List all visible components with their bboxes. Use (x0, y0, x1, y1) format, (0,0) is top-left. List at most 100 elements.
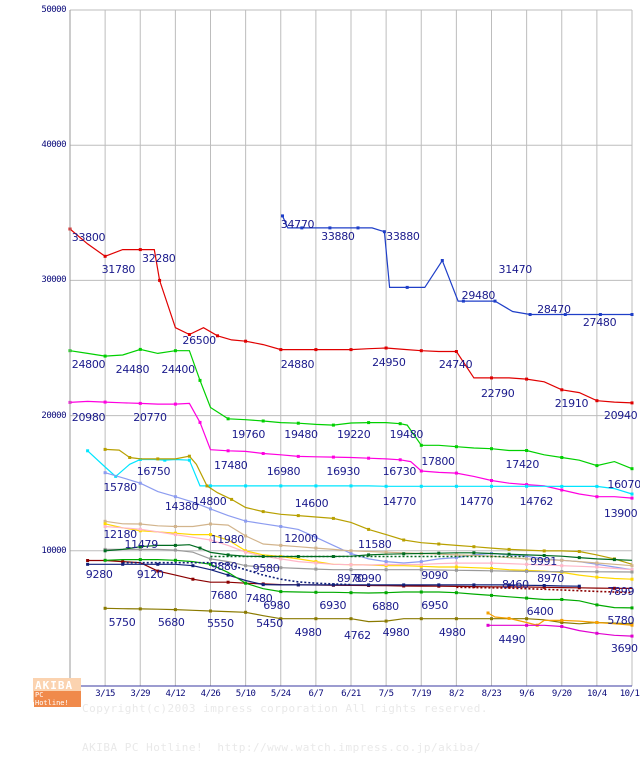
series-point (244, 550, 248, 554)
data-point-label: 8970 (336, 571, 364, 585)
series-point (349, 348, 353, 352)
series-point (630, 313, 634, 316)
series-point (367, 553, 371, 557)
series-point (138, 527, 142, 531)
series-point (525, 623, 529, 627)
x-axis-tick-label: 4/12 (165, 689, 186, 699)
series-point (525, 484, 529, 488)
series-point (490, 593, 493, 597)
data-point-label: 12000 (284, 531, 318, 545)
series-point (398, 422, 402, 426)
data-point-label: 6930 (319, 598, 347, 612)
series-point (156, 457, 160, 461)
series-point (490, 376, 493, 380)
series-point (314, 546, 318, 550)
series-point (209, 538, 212, 542)
series-line (87, 450, 633, 495)
data-point-label: 6950 (421, 598, 449, 612)
series-point (630, 577, 634, 581)
series-point (542, 554, 546, 557)
series-point (138, 529, 142, 533)
series-point (226, 580, 230, 584)
series-point (472, 583, 476, 587)
series-point (595, 570, 599, 574)
data-point-label: 24400 (161, 362, 195, 376)
series-point (331, 423, 335, 427)
series-point (261, 583, 265, 587)
data-point-label: 12180 (103, 528, 137, 542)
data-point-label: 29480 (461, 289, 496, 303)
data-point-label: 16980 (266, 464, 301, 478)
series-point (103, 549, 107, 553)
data-point-label: 17420 (505, 458, 540, 472)
series-point (402, 583, 406, 587)
series-point (454, 350, 458, 353)
series-point (314, 617, 318, 621)
x-axis-tick-label: 10/4 (587, 689, 607, 699)
series-point (314, 567, 318, 571)
series-point (493, 299, 497, 303)
series-point (507, 547, 511, 551)
series-point (158, 278, 162, 282)
series-point (525, 569, 529, 573)
series-point (187, 333, 191, 336)
series-point (138, 547, 142, 551)
series-point (525, 562, 529, 566)
x-axis-tick-label: 5/10 (235, 689, 256, 699)
series-point (349, 549, 353, 553)
series-point (419, 590, 423, 594)
series-point (296, 583, 300, 587)
data-point-label: 16070 (607, 478, 640, 492)
series-point (472, 585, 476, 589)
data-point-label: 16730 (382, 464, 417, 478)
series-point (156, 562, 160, 566)
series-point (630, 570, 634, 574)
series-point (103, 606, 107, 610)
series-point (507, 585, 511, 589)
data-point-label: 5680 (157, 615, 185, 629)
data-point-label: 14770 (382, 494, 417, 508)
series-point (542, 584, 546, 587)
series-point (437, 542, 441, 546)
series-point (490, 561, 493, 565)
series-point (490, 566, 493, 570)
series-point (349, 568, 353, 572)
data-point-label: 6880 (372, 600, 399, 614)
data-point-label: 26500 (182, 333, 216, 347)
x-axis-tick-label: 8/23 (481, 689, 502, 699)
series-point (356, 226, 360, 230)
series-point (209, 484, 212, 488)
data-point-label: 28470 (537, 303, 571, 317)
data-point-label: 14800 (192, 494, 227, 508)
series-point (296, 454, 300, 458)
data-point-label: 9120 (136, 567, 164, 581)
x-axis-tick-label: 9/20 (551, 689, 572, 699)
data-point-label: 24800 (71, 358, 106, 372)
data-point-label: 4980 (294, 625, 322, 639)
series-point (279, 348, 283, 352)
data-point-label: 5780 (607, 613, 635, 627)
series-point (525, 377, 529, 381)
series-point (279, 525, 283, 528)
series-point (419, 563, 423, 566)
x-axis-tick-label: 5/24 (270, 689, 291, 699)
copyright-line-2: AKIBA PC Hotline! http://www.watch.impre… (82, 741, 481, 754)
series-point (402, 538, 406, 542)
series-line (105, 525, 633, 571)
series-point (226, 449, 230, 453)
data-point-label: 5550 (206, 617, 234, 631)
series-point (198, 420, 202, 424)
series-point (279, 484, 283, 488)
series-point (138, 481, 142, 485)
series-point (384, 568, 388, 572)
data-point-label: 21910 (554, 397, 589, 411)
series-point (630, 568, 634, 572)
data-point-label: 4980 (438, 625, 466, 639)
series-line (487, 612, 633, 626)
data-point-label: 9090 (421, 569, 449, 583)
axis-layer (69, 10, 632, 687)
series-point (528, 313, 532, 316)
data-point-label: 20770 (133, 410, 167, 424)
series-point (138, 558, 142, 562)
series-point (577, 584, 581, 588)
